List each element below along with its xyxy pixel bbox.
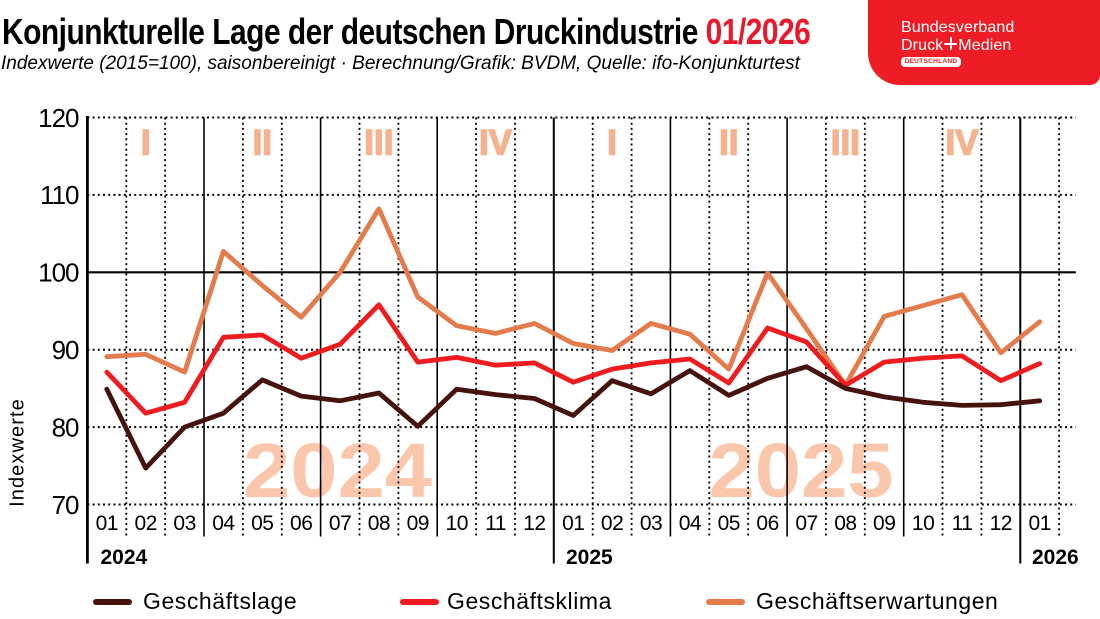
svg-text:110: 110 — [40, 180, 79, 210]
svg-text:05: 05 — [251, 512, 273, 535]
svg-text:03: 03 — [173, 512, 195, 535]
svg-text:120: 120 — [38, 103, 79, 133]
svg-text:03: 03 — [640, 512, 662, 535]
svg-text:III: III — [364, 124, 393, 163]
svg-text:11: 11 — [952, 512, 973, 535]
svg-text:2026: 2026 — [1032, 546, 1079, 569]
svg-text:100: 100 — [38, 258, 79, 288]
svg-text:02: 02 — [601, 512, 623, 535]
svg-text:2025: 2025 — [566, 546, 613, 569]
svg-text:10: 10 — [446, 512, 468, 535]
svg-text:II: II — [253, 124, 272, 163]
svg-text:07: 07 — [795, 512, 817, 535]
svg-text:IV: IV — [479, 124, 513, 163]
svg-text:08: 08 — [368, 512, 390, 535]
svg-text:12: 12 — [990, 512, 1012, 535]
svg-text:04: 04 — [212, 512, 235, 535]
svg-text:12: 12 — [523, 512, 545, 535]
svg-text:02: 02 — [135, 512, 157, 535]
svg-text:09: 09 — [873, 512, 895, 535]
svg-text:2024: 2024 — [101, 546, 148, 569]
svg-text:07: 07 — [329, 512, 351, 535]
svg-text:01: 01 — [562, 512, 584, 535]
svg-text:04: 04 — [679, 512, 702, 535]
svg-text:2025: 2025 — [709, 428, 894, 514]
svg-text:IV: IV — [945, 124, 979, 163]
svg-text:06: 06 — [290, 512, 312, 535]
svg-text:Indexwerte: Indexwerte — [7, 398, 29, 507]
svg-text:I: I — [607, 124, 617, 163]
svg-text:01: 01 — [1029, 512, 1051, 535]
svg-text:70: 70 — [52, 490, 79, 520]
svg-text:III: III — [831, 124, 860, 163]
svg-text:2024: 2024 — [243, 428, 432, 514]
svg-text:08: 08 — [834, 512, 856, 535]
svg-text:01: 01 — [96, 512, 118, 535]
svg-text:I: I — [141, 124, 151, 163]
svg-text:05: 05 — [718, 512, 740, 535]
svg-text:11: 11 — [485, 512, 506, 535]
svg-text:10: 10 — [912, 512, 934, 535]
svg-text:06: 06 — [756, 512, 778, 535]
svg-text:80: 80 — [52, 412, 79, 442]
svg-text:II: II — [719, 124, 738, 163]
svg-text:90: 90 — [52, 335, 79, 365]
svg-text:09: 09 — [407, 512, 429, 535]
